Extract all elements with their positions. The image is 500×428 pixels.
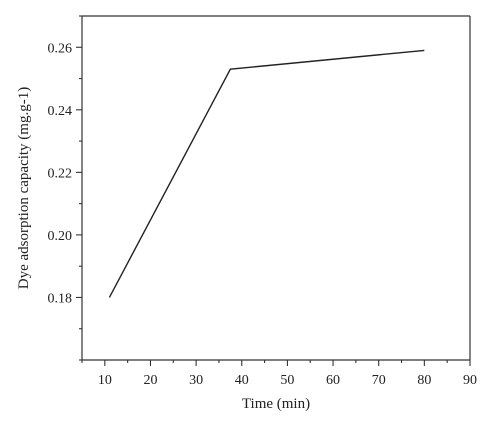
x-tick-label: 60 — [326, 373, 340, 388]
y-tick-label: 0.18 — [48, 291, 73, 306]
y-axis-title: Dye adsorption capacity (mg.g-1) — [16, 87, 32, 289]
series-line — [108, 49, 425, 298]
x-tick-label: 40 — [235, 373, 249, 388]
x-tick-label: 70 — [372, 373, 386, 388]
y-tick-label: 0.24 — [48, 104, 73, 119]
y-tick-label: 0.26 — [48, 41, 73, 56]
x-axis-title: Time (min) — [242, 396, 310, 412]
series-group — [108, 49, 425, 298]
y-tick-label: 0.22 — [48, 166, 73, 181]
x-tick-label: 80 — [417, 373, 431, 388]
x-tick-label: 20 — [143, 373, 157, 388]
y-tick-label: 0.20 — [48, 229, 73, 244]
x-tick-label: 50 — [280, 373, 294, 388]
x-tick-label: 30 — [189, 373, 203, 388]
x-ticks: 10 20 30 40 50 60 70 80 90 — [81, 360, 477, 388]
y-ticks: 0.18 0.20 0.22 0.24 0.26 — [48, 15, 82, 361]
x-tick-label: 10 — [98, 373, 112, 388]
x-tick-label: 90 — [463, 373, 477, 388]
axes — [81, 15, 471, 361]
